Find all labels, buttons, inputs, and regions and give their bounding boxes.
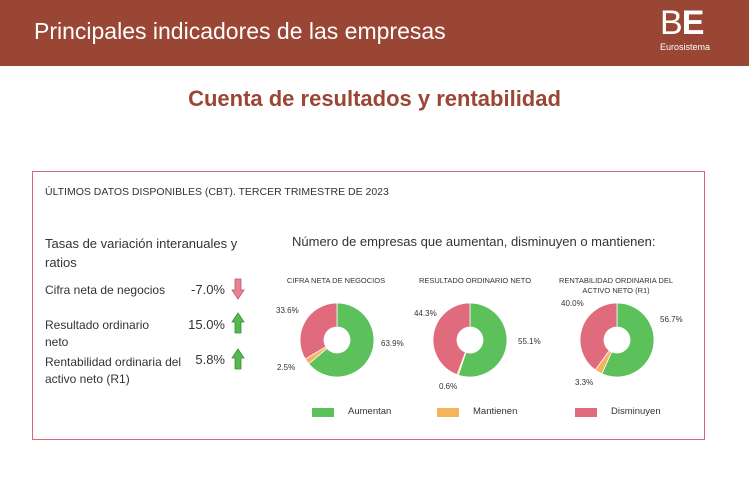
down-arrow-icon xyxy=(231,278,245,300)
pct-label-mantienen: 0.6% xyxy=(439,382,458,391)
panel-heading: ÚLTIMOS DATOS DISPONIBLES (CBT). TERCER … xyxy=(45,186,389,198)
pct-label-mantienen: 2.5% xyxy=(277,363,296,372)
donut-title-sales: CIFRA NETA DE NEGOCIOS xyxy=(286,276,386,285)
donut-slice-disminuyen xyxy=(579,302,618,371)
legend-label-disminuyen: Disminuyen xyxy=(611,406,661,417)
pct-label-mantienen: 3.3% xyxy=(575,378,594,387)
donut-slice-disminuyen xyxy=(432,302,471,376)
pct-label-disminuyen: 44.3% xyxy=(414,309,437,318)
indicator-label-sales: Cifra neta de negocios xyxy=(45,283,166,297)
legend-swatch-mantienen xyxy=(437,408,459,417)
pct-label-disminuyen: 40.0% xyxy=(561,299,584,308)
indicator-value-sales: -7.0% xyxy=(191,282,225,297)
indicator-label-r1: Rentabilidad ordinaria del activo neto (… xyxy=(45,355,182,386)
indicator-label-ordinary-result: Resultado ordinario neto xyxy=(45,318,150,349)
logo-letter-e: E xyxy=(681,4,705,42)
legend-swatch-disminuyen xyxy=(575,408,597,417)
pct-label-disminuyen: 33.6% xyxy=(276,306,299,315)
rates-title: Tasas de variación interanuales y ratios xyxy=(45,236,238,270)
donut-slice-disminuyen xyxy=(299,302,338,360)
header-title: Principales indicadores de las empresas xyxy=(34,18,446,44)
donut-slice-aumentan xyxy=(601,302,655,378)
up-arrow-icon xyxy=(231,312,245,334)
donut-chart-sales xyxy=(299,302,375,378)
donut-title-r1: RENTABILIDAD ORDINARIA DEL ACTIVO NETO (… xyxy=(558,276,674,295)
donut-title-ordinary-result: RESULTADO ORDINARIO NETO xyxy=(418,276,532,285)
indicator-value-r1: 5.8% xyxy=(195,352,225,367)
donut-slice-aumentan xyxy=(308,302,375,378)
page-subtitle: Cuenta de resultados y rentabilidad xyxy=(188,86,561,111)
donut-chart-r1 xyxy=(579,302,655,378)
donut-slice-aumentan xyxy=(457,302,508,378)
header-bar: Principales indicadores de las empresas … xyxy=(0,0,749,66)
up-arrow-icon xyxy=(231,348,245,370)
pct-label-aumentan: 55.1% xyxy=(518,337,541,346)
donut-chart-ordinary-result xyxy=(432,302,508,378)
indicators-panel: ÚLTIMOS DATOS DISPONIBLES (CBT). TERCER … xyxy=(32,171,705,440)
logo-subtitle: Eurosistema xyxy=(660,42,711,52)
pct-label-aumentan: 63.9% xyxy=(381,339,404,348)
logo-letter-b: B xyxy=(660,4,683,42)
legend-label-mantienen: Mantienen xyxy=(473,406,518,417)
companies-title: Número de empresas que aumentan, disminu… xyxy=(292,234,656,249)
indicator-value-ordinary-result: 15.0% xyxy=(188,317,225,332)
be-logo: BE Eurosistema xyxy=(660,6,720,56)
legend-label-aumentan: Aumentan xyxy=(348,406,392,417)
legend-swatch-aumentan xyxy=(312,408,334,417)
logo-mark: BE xyxy=(660,6,720,40)
pct-label-aumentan: 56.7% xyxy=(660,315,683,324)
